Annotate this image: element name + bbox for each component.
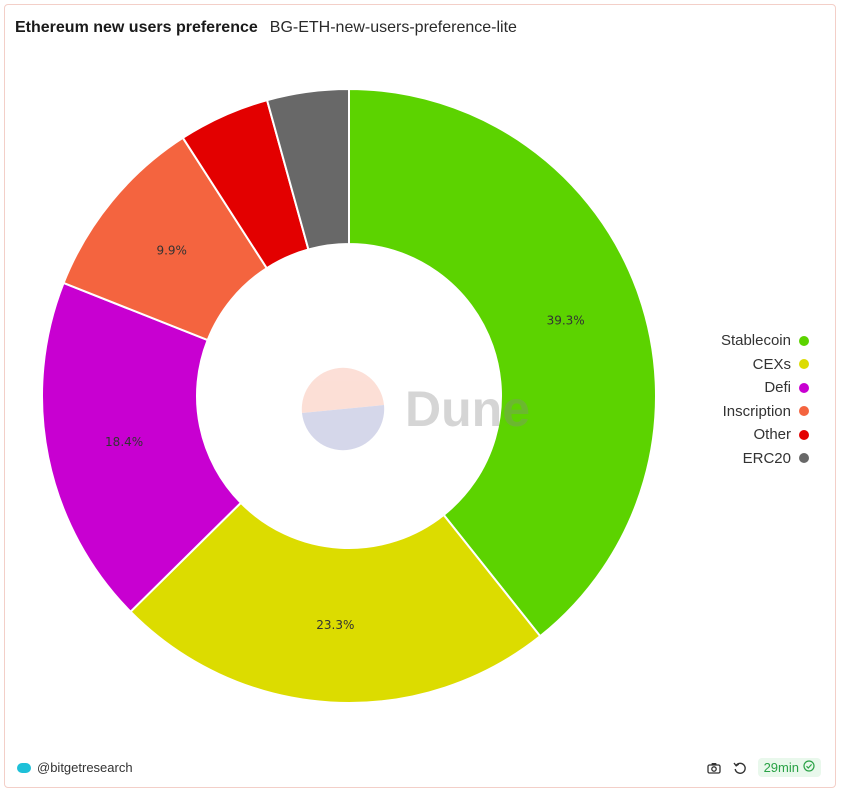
watermark-text: Dune <box>405 381 530 437</box>
footer-actions: 29min <box>706 758 821 777</box>
legend-label: Other <box>753 426 791 444</box>
refresh-age-text: 29min <box>763 760 799 775</box>
bitget-logo-icon <box>17 762 31 773</box>
legend-swatch <box>799 335 809 346</box>
chart-subtitle: BG-ETH-new-users-preference-lite <box>269 19 517 36</box>
slice-label-stablecoin: 39.3% <box>547 313 585 327</box>
refresh-age-badge[interactable]: 29min <box>757 758 821 777</box>
slice-label-defi: 18.4% <box>105 435 143 449</box>
chart-legend: Stablecoin CEXs Defi Inscription Other ERC20 <box>609 329 809 470</box>
chart-card: Ethereum new users preference BG-ETH-new… <box>4 4 836 788</box>
legend-swatch <box>799 382 809 393</box>
slice-label-cexs: 23.3% <box>316 618 354 632</box>
legend-item-stablecoin[interactable]: Stablecoin <box>609 329 809 353</box>
legend-label: Defi <box>764 379 791 397</box>
legend-swatch <box>799 453 809 464</box>
chart-header: Ethereum new users preference BG-ETH-new… <box>15 19 517 37</box>
slice-defi[interactable] <box>41 281 243 614</box>
legend-item-other[interactable]: Other <box>609 423 809 447</box>
legend-swatch <box>799 406 809 417</box>
footer-author: @bitgetresearch <box>17 760 133 775</box>
slice-cexs[interactable] <box>129 501 542 704</box>
chart-title: Ethereum new users preference <box>15 19 258 36</box>
legend-label: Inscription <box>722 402 791 420</box>
donut-chart: 39.3% 23.3% 18.4% 9.9% Dune <box>41 87 657 704</box>
legend-item-erc20[interactable]: ERC20 <box>609 447 809 471</box>
refresh-icon[interactable] <box>732 760 748 776</box>
slice-label-inscription: 9.9% <box>156 243 187 257</box>
slice-erc20[interactable] <box>265 87 350 251</box>
legend-item-cexs[interactable]: CEXs <box>609 353 809 377</box>
slice-stablecoin[interactable] <box>348 87 657 638</box>
dune-watermark: Dune <box>301 367 530 451</box>
legend-label: CEXs <box>752 355 791 373</box>
legend-swatch <box>799 429 809 440</box>
camera-icon[interactable] <box>706 760 722 776</box>
legend-swatch <box>799 359 809 370</box>
legend-label: ERC20 <box>742 449 791 467</box>
legend-item-defi[interactable]: Defi <box>609 376 809 400</box>
author-handle: @bitgetresearch <box>37 760 133 775</box>
legend-label: Stablecoin <box>720 332 791 350</box>
legend-item-inscription[interactable]: Inscription <box>609 400 809 424</box>
check-circle-icon <box>803 760 815 775</box>
